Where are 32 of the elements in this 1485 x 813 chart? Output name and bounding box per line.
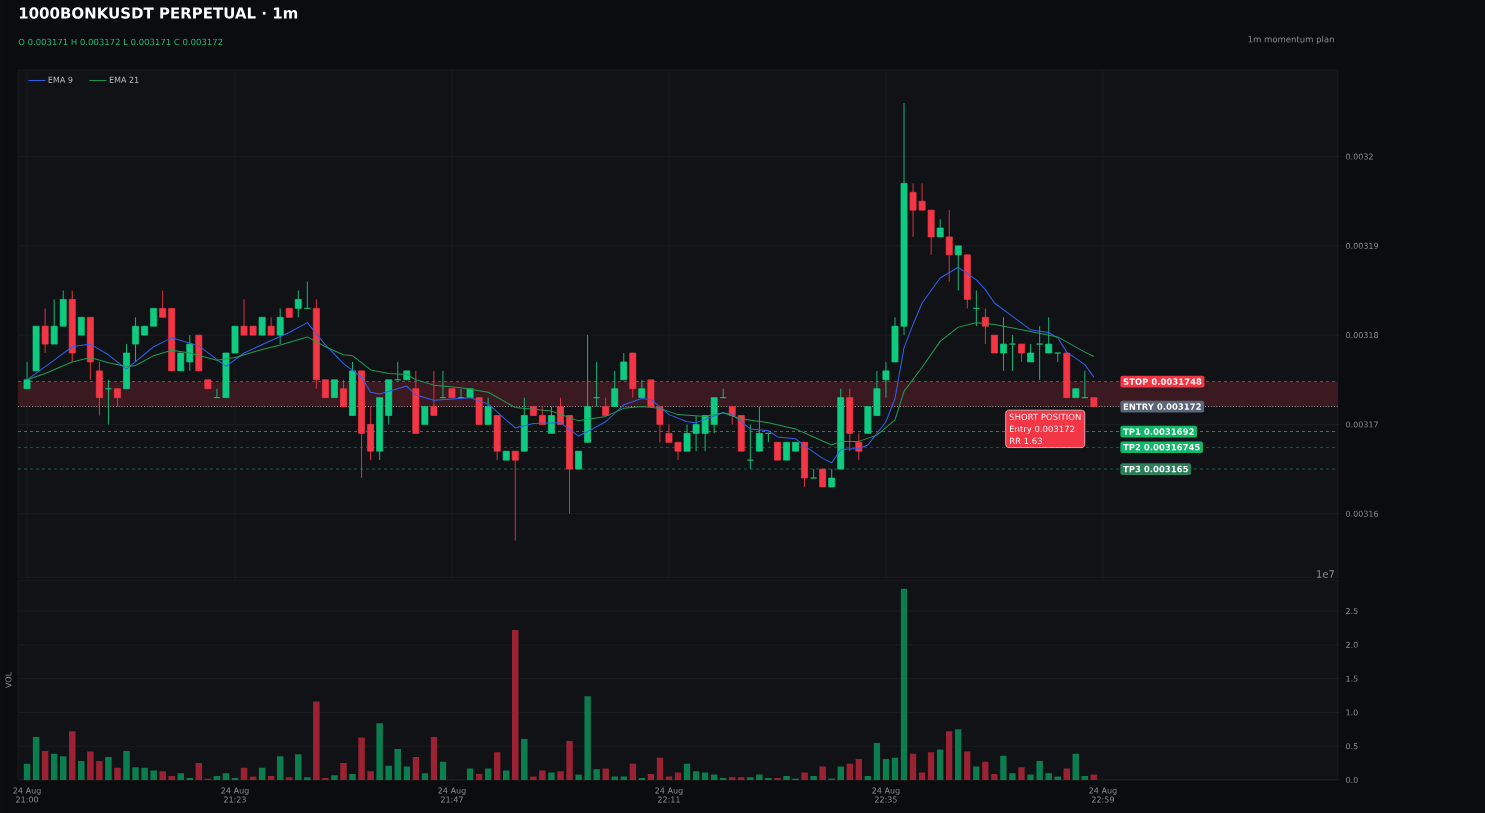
annotation: SHORT POSITION xyxy=(1009,413,1081,421)
x-tick-label: 24 Aug 22:11 xyxy=(655,787,683,803)
x-tick-label: 24 Aug 22:59 xyxy=(1089,787,1117,803)
y-tick-label: 2.5 xyxy=(1346,608,1358,615)
y-tick-label: 1.0 xyxy=(1346,709,1358,716)
y-tick-label: 0.00318 xyxy=(1346,332,1379,339)
y-tick-label: 0.0 xyxy=(1346,776,1358,784)
legend-label: EMA 21 xyxy=(109,76,139,83)
ref-line-label: TP2 0.00316745 xyxy=(1123,443,1200,451)
chart-title: 1000BONKUSDT PERPETUAL · 1m xyxy=(19,7,298,19)
x-tick-label: 24 Aug 21:47 xyxy=(438,787,466,803)
text: 1m momentum plan xyxy=(1248,35,1334,45)
y-tick-label: 0.0032 xyxy=(1346,153,1373,160)
y-axis-title: VOL xyxy=(5,671,12,688)
x-tick-label: 24 Aug 21:23 xyxy=(221,787,249,803)
x-tick-label: 24 Aug 22:35 xyxy=(872,787,900,803)
ref-line-label: TP3 0.003165 xyxy=(1123,465,1188,473)
y-tick-label: 1.5 xyxy=(1346,675,1358,682)
chart-subtitle: O 0.003171 H 0.003172 L 0.003171 C 0.003172 xyxy=(18,38,223,46)
y-tick-label: 0.00316 xyxy=(1346,510,1379,517)
y-tick-label: 0.00319 xyxy=(1346,242,1379,249)
annotation: RR 1.63 xyxy=(1009,437,1042,445)
ref-line-label: STOP 0.0031748 xyxy=(1123,378,1202,385)
legend-label: EMA 9 xyxy=(48,76,73,83)
ref-line-label: TP1 0.0031692 xyxy=(1123,428,1194,435)
annotation: 1e7 xyxy=(1317,570,1334,578)
y-tick-label: 0.5 xyxy=(1346,743,1358,750)
x-tick-label: 24 Aug 21:00 xyxy=(13,787,41,803)
y-tick-label: 2.0 xyxy=(1346,641,1358,648)
annotation: Entry 0.003172 xyxy=(1009,425,1075,434)
ref-line-label: ENTRY 0.003172 xyxy=(1123,403,1201,410)
y-tick-label: 0.00317 xyxy=(1346,421,1378,428)
